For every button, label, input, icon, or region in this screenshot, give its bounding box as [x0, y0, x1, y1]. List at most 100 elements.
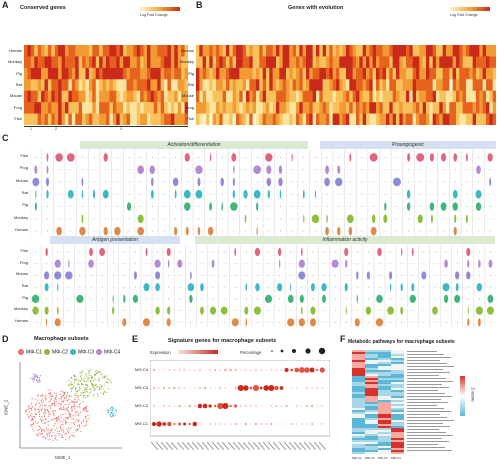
heat-cell	[92, 45, 97, 57]
dot	[188, 387, 191, 389]
heat-cell	[129, 79, 134, 92]
heat-cell	[356, 45, 360, 57]
dot	[163, 386, 166, 390]
zscore-cell	[391, 402, 404, 405]
heat-cell	[469, 79, 473, 92]
heat-cell	[222, 102, 227, 114]
heat-cell	[109, 90, 114, 103]
heat-cell	[442, 79, 447, 92]
zscore-cell	[391, 374, 404, 377]
tsne-point	[36, 423, 38, 425]
tsne-point	[55, 405, 57, 407]
tsne-point	[42, 419, 44, 421]
tsne-point	[93, 384, 95, 386]
heat-cell	[41, 79, 45, 92]
heat-cell	[140, 56, 144, 69]
tsne-point	[35, 403, 37, 406]
heat-cell	[296, 102, 300, 114]
tsne-point	[68, 414, 70, 416]
heat-cell	[362, 56, 367, 69]
heat-cell	[259, 79, 263, 92]
tsne-point	[49, 400, 51, 402]
heat-cell	[322, 102, 327, 114]
heat-cell	[150, 79, 155, 92]
tsne-point	[52, 439, 54, 442]
heat-cell	[439, 113, 443, 125]
heat-cell	[436, 67, 440, 80]
tsne-point	[65, 417, 67, 420]
violin-shape	[103, 226, 108, 236]
heat-cell	[44, 113, 49, 125]
zscore-cell	[352, 446, 365, 449]
zscore-cell	[378, 368, 391, 371]
dot	[239, 404, 242, 408]
violin-shape	[32, 306, 39, 315]
violin-shape	[488, 259, 493, 268]
heat-cell	[106, 102, 110, 114]
tsne-point	[80, 430, 82, 433]
heat-cell	[439, 79, 443, 92]
heat-cell	[232, 45, 237, 57]
zscore-cell	[391, 362, 404, 365]
tsne-point	[68, 412, 70, 414]
zscore-cell	[352, 352, 365, 355]
tsne-point	[68, 437, 70, 439]
dot	[188, 404, 192, 408]
heat-cell	[58, 90, 62, 103]
zscore-cell	[378, 406, 391, 409]
heat-cell	[34, 90, 38, 103]
tsne-point	[55, 394, 57, 397]
tsne-point	[61, 434, 63, 436]
heat-cell	[416, 56, 420, 69]
tsne-point	[46, 427, 48, 429]
tsne-point	[79, 426, 81, 429]
heat-cell	[123, 90, 127, 103]
tsne-point	[27, 406, 29, 408]
violin-shape	[45, 177, 50, 187]
heat-cell	[71, 102, 76, 114]
heat-cell	[206, 90, 210, 103]
heat-cell	[82, 90, 86, 103]
violin-shape	[142, 318, 151, 327]
tsne-point	[66, 422, 68, 424]
heat-cell	[92, 90, 97, 103]
violin-shape	[209, 202, 212, 211]
heat-cell	[242, 90, 247, 103]
tsne-point	[38, 381, 40, 383]
tsne-point	[102, 376, 104, 378]
violin-shape	[345, 259, 348, 268]
heat-cell	[209, 113, 213, 125]
tsne-point	[34, 377, 36, 379]
heatmap-a-row-label: Human	[9, 47, 22, 53]
zscore-cell	[378, 350, 391, 353]
heat-cell	[51, 90, 56, 103]
heat-cell	[160, 90, 165, 103]
zscore-cell	[352, 402, 365, 405]
tsne-point	[43, 422, 45, 424]
heat-cell	[376, 79, 380, 92]
violin-shape	[277, 283, 283, 292]
tsne-point	[67, 406, 69, 408]
zscore-cell	[365, 368, 378, 371]
tsne-point	[84, 387, 86, 389]
metabolic-column-label: MΦ-C1	[352, 456, 362, 460]
violin-shape	[122, 318, 127, 327]
tsne-point	[88, 377, 90, 379]
violin-shape	[467, 259, 470, 268]
tsne-point	[31, 418, 33, 421]
heat-cell	[126, 56, 131, 69]
heat-cell	[349, 90, 353, 103]
violin-shape	[454, 294, 461, 303]
heat-cell	[396, 102, 400, 114]
heat-cell	[199, 113, 203, 125]
heat-cell	[143, 102, 148, 114]
heat-cell	[88, 56, 93, 69]
tsne-point	[43, 400, 45, 402]
heat-cell	[282, 90, 287, 103]
pathway-label-line	[407, 423, 443, 424]
tsne-point	[53, 392, 55, 394]
heat-cell	[336, 113, 340, 125]
tsne-point	[56, 396, 58, 398]
heat-cell	[219, 102, 223, 114]
heat-cell	[386, 90, 390, 103]
